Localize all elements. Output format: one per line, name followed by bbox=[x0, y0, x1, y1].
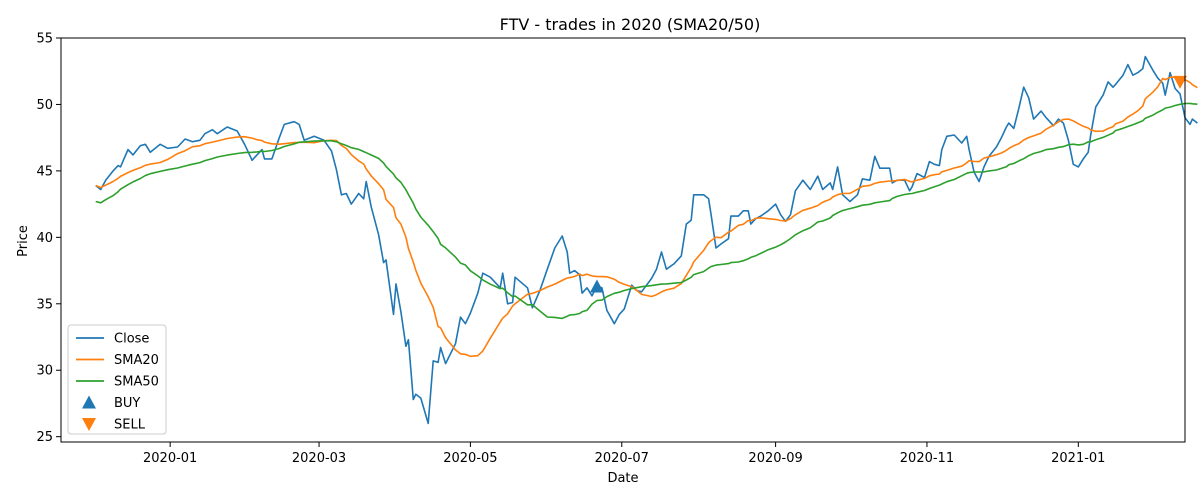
legend-sma50-label: SMA50 bbox=[114, 375, 159, 390]
plot-area: 25 30 35 40 45 50 55 2020-01 2020-03 2020-05 2020-… bbox=[36, 32, 1198, 466]
buy-marker bbox=[589, 279, 604, 293]
legend: Close SMA20 SMA50 BUY SELL bbox=[67, 324, 167, 435]
legend-sma20-label: SMA20 bbox=[114, 353, 159, 368]
plot-frame bbox=[60, 37, 1186, 443]
x-tick-label: 2020-09 bbox=[748, 451, 802, 466]
x-tick-label: 2020-01 bbox=[143, 451, 197, 466]
close-line bbox=[95, 55, 1198, 425]
y-tick-label: 35 bbox=[36, 297, 53, 312]
x-tick-label: 2020-03 bbox=[292, 451, 346, 466]
y-tick-label: 25 bbox=[36, 430, 53, 445]
x-axis-label: Date bbox=[607, 471, 638, 486]
chart-title: FTV - trades in 2020 (SMA20/50) bbox=[500, 15, 761, 34]
x-tick-label: 2020-07 bbox=[595, 451, 649, 466]
sma50-line bbox=[95, 102, 1198, 320]
x-tick-label: 2021-01 bbox=[1051, 451, 1105, 466]
legend-sell-swatch bbox=[82, 418, 96, 431]
y-tick-label: 50 bbox=[36, 98, 53, 113]
x-tick-label: 2020-05 bbox=[443, 451, 497, 466]
y-tick-label: 40 bbox=[36, 231, 53, 246]
legend-sell-label: SELL bbox=[114, 418, 146, 433]
y-axis-label: Price bbox=[16, 225, 31, 257]
legend-buy-label: BUY bbox=[114, 396, 140, 411]
legend-close-label: Close bbox=[114, 332, 149, 347]
y-tick-label: 30 bbox=[36, 364, 53, 379]
y-tick-label: 45 bbox=[36, 164, 53, 179]
y-tick-label: 55 bbox=[36, 32, 53, 47]
series-lines bbox=[95, 55, 1198, 425]
x-tick-label: 2020-11 bbox=[900, 451, 954, 466]
legend-buy-swatch bbox=[82, 395, 96, 409]
sell-marker bbox=[1173, 75, 1188, 89]
sma20-line bbox=[95, 76, 1198, 358]
